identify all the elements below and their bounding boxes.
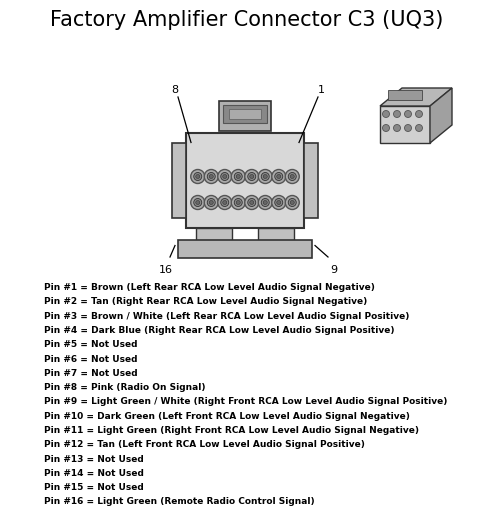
Circle shape: [277, 175, 281, 179]
Circle shape: [245, 195, 259, 210]
Text: Pin #11 = Light Green (Right Front RCA Low Level Audio Signal Negative): Pin #11 = Light Green (Right Front RCA L…: [44, 426, 419, 435]
Circle shape: [275, 173, 283, 181]
Circle shape: [231, 195, 245, 210]
Circle shape: [416, 110, 423, 118]
Circle shape: [263, 201, 267, 205]
Circle shape: [383, 110, 389, 118]
Circle shape: [285, 195, 299, 210]
Circle shape: [288, 199, 296, 207]
Circle shape: [221, 173, 229, 181]
Text: Pin #12 = Tan (Left Front RCA Low Level Audio Signal Positive): Pin #12 = Tan (Left Front RCA Low Level …: [44, 440, 365, 449]
Circle shape: [223, 201, 227, 205]
Circle shape: [272, 195, 286, 210]
Circle shape: [250, 175, 254, 179]
Text: 8: 8: [172, 85, 178, 95]
Text: 1: 1: [317, 85, 324, 95]
Circle shape: [204, 195, 218, 210]
Circle shape: [234, 199, 242, 207]
Circle shape: [248, 173, 256, 181]
Circle shape: [209, 201, 213, 205]
Polygon shape: [430, 88, 452, 143]
Text: Pin #13 = Not Used: Pin #13 = Not Used: [44, 455, 144, 464]
Circle shape: [236, 201, 240, 205]
Text: Pin #10 = Dark Green (Left Front RCA Low Level Audio Signal Negative): Pin #10 = Dark Green (Left Front RCA Low…: [44, 412, 410, 421]
Text: Pin #4 = Dark Blue (Right Rear RCA Low Level Audio Signal Positive): Pin #4 = Dark Blue (Right Rear RCA Low L…: [44, 326, 394, 335]
Circle shape: [194, 199, 202, 207]
Circle shape: [207, 173, 215, 181]
Circle shape: [261, 173, 269, 181]
Circle shape: [416, 125, 423, 131]
Text: Pin #3 = Brown / White (Left Rear RCA Low Level Audio Signal Positive): Pin #3 = Brown / White (Left Rear RCA Lo…: [44, 312, 409, 321]
Circle shape: [191, 195, 205, 210]
Bar: [388, 90, 422, 100]
Circle shape: [196, 201, 200, 205]
Circle shape: [393, 125, 400, 131]
Circle shape: [404, 110, 412, 118]
Circle shape: [404, 125, 412, 131]
Circle shape: [290, 175, 294, 179]
Circle shape: [204, 169, 218, 184]
Circle shape: [236, 175, 240, 179]
Bar: [178, 240, 312, 258]
Circle shape: [275, 199, 283, 207]
Circle shape: [194, 173, 202, 181]
Bar: [186, 132, 304, 228]
Text: Pin #16 = Light Green (Remote Radio Control Signal): Pin #16 = Light Green (Remote Radio Cont…: [44, 497, 315, 506]
Circle shape: [290, 201, 294, 205]
Circle shape: [258, 195, 272, 210]
Text: Pin #15 = Not Used: Pin #15 = Not Used: [44, 483, 144, 492]
Text: Pin #8 = Pink (Radio On Signal): Pin #8 = Pink (Radio On Signal): [44, 383, 206, 392]
Bar: [196, 228, 232, 241]
Circle shape: [261, 199, 269, 207]
Circle shape: [288, 173, 296, 181]
Circle shape: [218, 195, 232, 210]
Text: Pin #1 = Brown (Left Rear RCA Low Level Audio Signal Negative): Pin #1 = Brown (Left Rear RCA Low Level …: [44, 283, 375, 292]
Circle shape: [285, 169, 299, 184]
Text: Pin #14 = Not Used: Pin #14 = Not Used: [44, 469, 144, 478]
Circle shape: [191, 169, 205, 184]
Bar: [258, 228, 294, 241]
Circle shape: [277, 201, 281, 205]
Circle shape: [218, 169, 232, 184]
Circle shape: [272, 169, 286, 184]
Circle shape: [231, 169, 245, 184]
Bar: [380, 106, 430, 143]
Circle shape: [245, 169, 259, 184]
Bar: [229, 108, 261, 119]
Circle shape: [209, 175, 213, 179]
Circle shape: [221, 199, 229, 207]
Bar: [219, 100, 271, 130]
Text: Pin #5 = Not Used: Pin #5 = Not Used: [44, 340, 138, 349]
Circle shape: [207, 199, 215, 207]
Circle shape: [196, 175, 200, 179]
Circle shape: [250, 201, 254, 205]
Bar: [223, 104, 267, 123]
Text: Pin #2 = Tan (Right Rear RCA Low Level Audio Signal Negative): Pin #2 = Tan (Right Rear RCA Low Level A…: [44, 297, 367, 306]
Circle shape: [393, 110, 400, 118]
Text: Factory Amplifier Connector C3 (UQ3): Factory Amplifier Connector C3 (UQ3): [50, 10, 443, 30]
Bar: [304, 143, 318, 217]
Circle shape: [383, 125, 389, 131]
Circle shape: [263, 175, 267, 179]
Text: 9: 9: [330, 265, 338, 275]
Polygon shape: [380, 88, 452, 106]
Circle shape: [234, 173, 242, 181]
Circle shape: [258, 169, 272, 184]
Bar: [172, 143, 186, 217]
Text: Pin #6 = Not Used: Pin #6 = Not Used: [44, 354, 138, 363]
Circle shape: [248, 199, 256, 207]
Text: 16: 16: [159, 265, 173, 275]
Circle shape: [223, 175, 227, 179]
Text: Pin #9 = Light Green / White (Right Front RCA Low Level Audio Signal Positive): Pin #9 = Light Green / White (Right Fron…: [44, 398, 447, 406]
Text: Pin #7 = Not Used: Pin #7 = Not Used: [44, 369, 138, 378]
